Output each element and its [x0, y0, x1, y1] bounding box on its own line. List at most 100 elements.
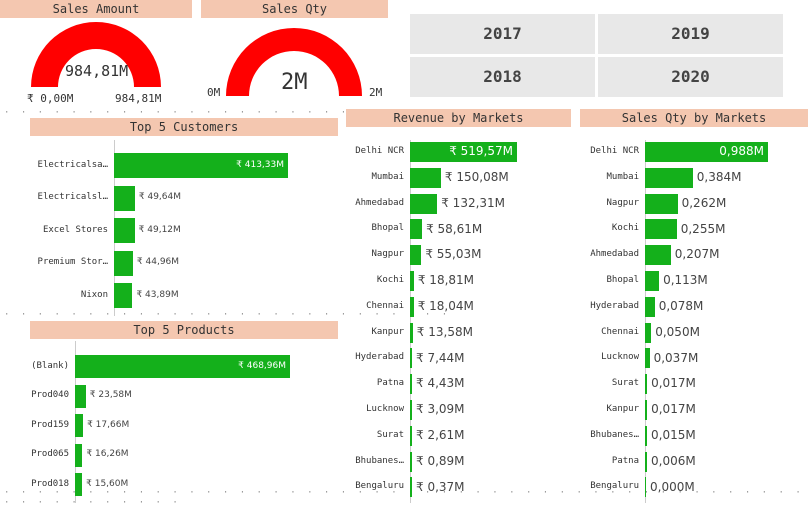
bar-value-label: ₹ 468,96M [238, 360, 286, 371]
bar[interactable] [114, 250, 133, 276]
bar[interactable] [645, 142, 768, 162]
bar-value-label: ₹ 55,03M [425, 247, 482, 262]
bar-value-label: 0,017M [651, 376, 696, 391]
bar[interactable] [410, 167, 441, 188]
bar-value-label: ₹ 44,96M [136, 257, 180, 268]
bar-label: Lucknow [366, 404, 404, 414]
bar[interactable] [410, 219, 423, 240]
bar[interactable] [410, 400, 412, 420]
bar[interactable] [645, 477, 646, 498]
bar-label: Nagpur [606, 197, 639, 208]
bar-value-label: ₹ 7,44M [416, 350, 465, 365]
year-2020-button[interactable]: 2020 [598, 57, 783, 97]
bar[interactable] [410, 142, 517, 162]
bar-value-label: ₹ 519,57M [449, 144, 513, 159]
sales-qty-header: Sales Qty [201, 0, 388, 18]
bar-label: Delhi NCR [590, 146, 639, 156]
chart-axis [410, 140, 411, 504]
bar[interactable] [410, 477, 412, 498]
bar-value-label: ₹ 16,26M [86, 449, 129, 460]
revenue-markets-header: Revenue by Markets [346, 109, 571, 127]
year-2019-button[interactable]: 2019 [598, 14, 783, 54]
bar-label: Hyderabad [590, 300, 639, 311]
bar-label: Surat [376, 429, 404, 440]
bar[interactable] [114, 218, 135, 243]
bar-label: Delhi NCR [355, 146, 404, 156]
bar-value-label: ₹ 18,81M [417, 273, 475, 288]
bar[interactable] [75, 473, 83, 496]
sales-amount-gauge-arc [31, 22, 161, 87]
bar[interactable] [75, 443, 83, 467]
bar[interactable] [410, 296, 414, 317]
bar[interactable] [410, 451, 412, 472]
bar[interactable] [645, 348, 650, 369]
bar-label: Kanpur [606, 404, 639, 414]
bar-label: Nixon [80, 289, 108, 300]
bar[interactable] [645, 193, 678, 214]
sales-qty-gauge [224, 24, 364, 98]
top-products-header: Top 5 Products [30, 321, 338, 339]
bar-value-label: ₹ 13,58M [416, 324, 473, 339]
bar-label: Prod065 [31, 449, 69, 459]
bar[interactable] [75, 355, 290, 378]
bar[interactable] [114, 283, 133, 308]
bar-value-label: 0,113M [663, 273, 708, 288]
year-2018-button[interactable]: 2018 [410, 57, 595, 97]
bar[interactable] [410, 374, 412, 395]
bar[interactable] [645, 167, 693, 188]
bar[interactable] [645, 245, 671, 266]
bar[interactable] [410, 193, 438, 214]
bar-label: Premium Stor… [37, 257, 108, 267]
bar-value-label: 0,384M [696, 170, 742, 184]
bar[interactable] [645, 374, 648, 395]
bar[interactable] [645, 296, 655, 317]
bar[interactable] [645, 451, 647, 472]
bar[interactable] [410, 425, 412, 446]
bar-value-label: 0,006M [651, 453, 696, 468]
bar[interactable] [645, 271, 660, 291]
bar-label: (Blank) [31, 360, 69, 371]
bar-value-label: 0,000M [650, 479, 695, 494]
sales-qty-max: 2M [369, 86, 383, 99]
sales-amount-min: ₹ 0,00M [27, 92, 74, 105]
bar[interactable] [645, 400, 648, 420]
bar-label: Electricalsl… [37, 192, 108, 202]
bar-label: Hyderabad [355, 352, 404, 363]
bar-label: Chennai [601, 326, 639, 337]
bar-value-label: ₹ 0,89M [416, 453, 465, 468]
bar-label: Kochi [611, 223, 639, 234]
bar-value-label: ₹ 150,08M [444, 170, 509, 184]
bar[interactable] [410, 348, 412, 369]
separator-dots: · · · · · · · · · · · · · · · · · · · · … [4, 310, 451, 320]
sales-amount-header: Sales Amount [0, 0, 192, 18]
year-2017-button[interactable]: 2017 [410, 14, 595, 54]
bar[interactable] [410, 322, 413, 343]
bar[interactable] [75, 384, 86, 408]
bar[interactable] [645, 425, 647, 446]
bar[interactable] [75, 414, 84, 437]
bar-label: Bengaluru [590, 481, 639, 492]
qty-markets-header: Sales Qty by Markets [580, 109, 808, 127]
bar-value-label: ₹ 49,64M [138, 192, 182, 203]
bar[interactable] [410, 271, 414, 291]
bar-label: Patna [611, 455, 639, 466]
bar-value-label: ₹ 0,37M [416, 479, 465, 494]
bar[interactable] [410, 245, 422, 266]
bar-label: Kochi [376, 275, 404, 285]
bar[interactable] [645, 219, 677, 240]
bar-label: Chennai [366, 300, 404, 311]
bar-value-label: ₹ 17,66M [87, 419, 130, 430]
bar[interactable] [114, 153, 288, 178]
bar-label: Mumbai [371, 171, 404, 182]
sales-amount-max: 984,81M [115, 92, 162, 105]
bar-label: Prod018 [31, 478, 69, 489]
bar-value-label: ₹ 4,43M [416, 376, 465, 391]
bar-value-label: ₹ 2,61M [416, 428, 465, 442]
bar-label: Excel Stores [42, 224, 108, 235]
chart-axis [645, 140, 646, 504]
bar-label: Bengaluru [355, 481, 404, 492]
bar[interactable] [114, 185, 135, 211]
bar-label: Mumbai [606, 171, 639, 182]
bar-value-label: ₹ 3,09M [416, 402, 465, 417]
bar[interactable] [645, 322, 652, 343]
